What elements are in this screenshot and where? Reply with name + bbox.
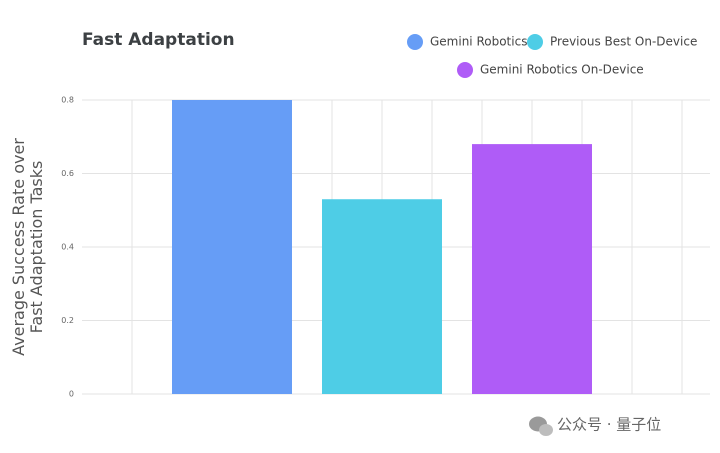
chart-title: Fast Adaptation	[82, 30, 235, 50]
y-tick-label: 0.8	[61, 96, 74, 105]
legend-marker	[527, 34, 543, 50]
legend-label: Previous Best On-Device	[550, 35, 697, 49]
bar	[172, 100, 292, 394]
y-tick-label: 0.2	[61, 316, 74, 325]
y-tick-label: 0.6	[61, 169, 74, 178]
watermark-icon	[529, 416, 553, 436]
legend-label: Gemini Robotics	[430, 35, 527, 49]
watermark: 公众号 · 量子位	[557, 416, 661, 434]
y-axis-label: Average Success Rate overFast Adaptation…	[9, 138, 46, 356]
bar	[472, 144, 592, 394]
bar	[322, 199, 442, 394]
legend-marker	[457, 62, 473, 78]
y-tick-label: 0	[69, 390, 74, 399]
legend-marker	[407, 34, 423, 50]
legend-label: Gemini Robotics On-Device	[480, 63, 644, 77]
y-tick-label: 0.4	[61, 243, 74, 252]
